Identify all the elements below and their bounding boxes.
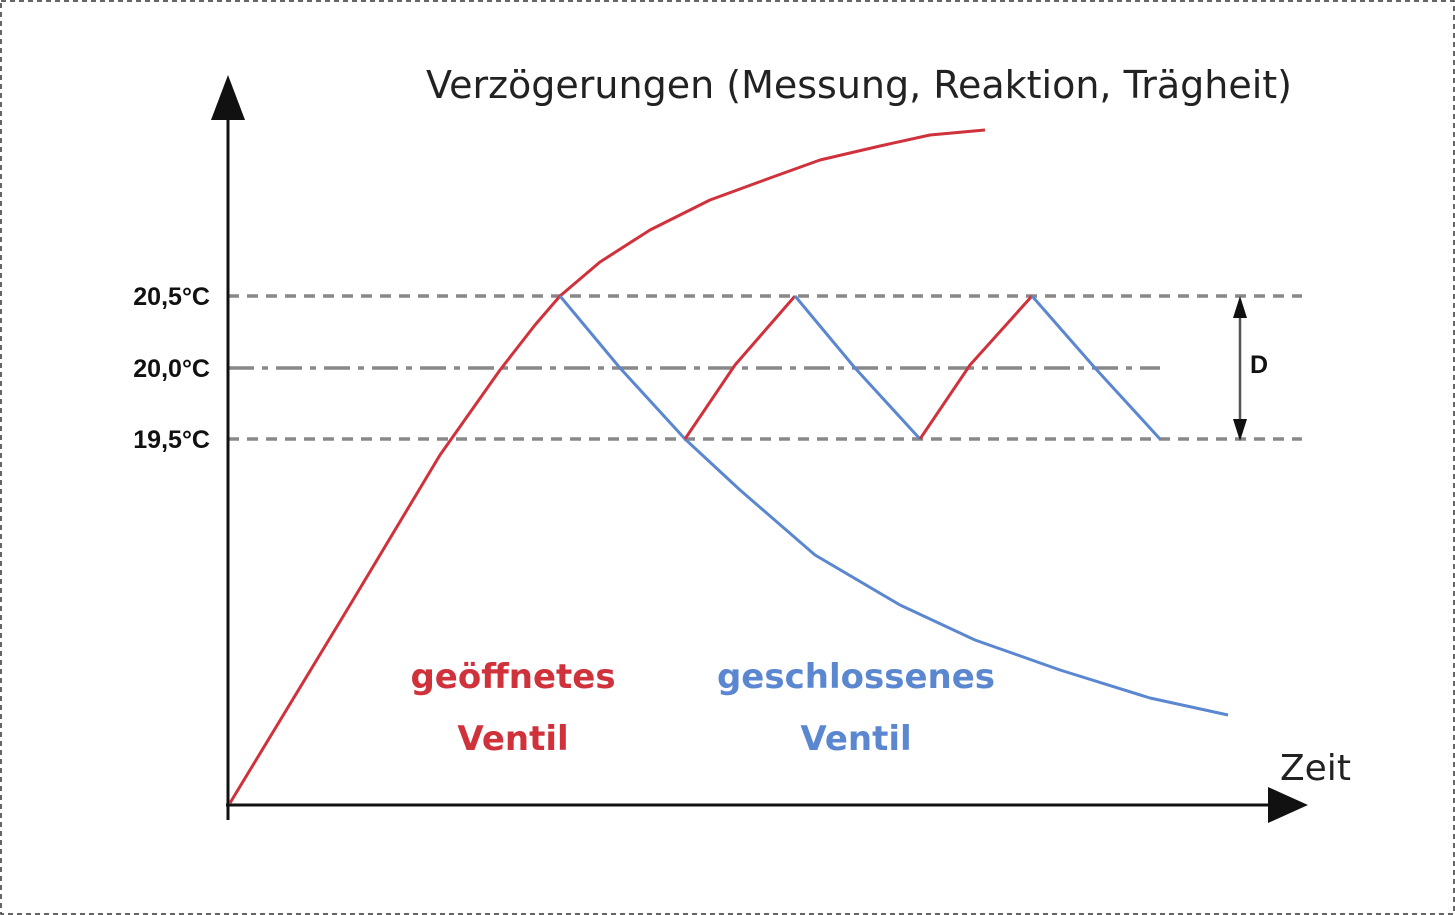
heating-segment: [918, 294, 1034, 440]
band-arrow-down: [1233, 419, 1247, 441]
legend-closed: geschlossenes: [717, 657, 995, 697]
cooling-curve: [558, 295, 1229, 717]
band-arrow-up: [1233, 296, 1247, 318]
y-label: 20,5°C: [133, 283, 210, 311]
legend-open: Ventil: [457, 719, 568, 759]
y-arrow: [211, 75, 245, 120]
legend-open: geöffnetes: [410, 657, 615, 697]
band-arrow: D: [1233, 296, 1268, 441]
y-label: 19,5°C: [133, 426, 210, 454]
legend-closed: Ventil: [800, 719, 911, 759]
heating-curve: [228, 128, 986, 804]
reference-lines: [228, 294, 1302, 441]
curves: [228, 128, 1229, 804]
cooling-segment: [1030, 295, 1162, 441]
x-arrow: [1268, 787, 1308, 823]
axes: [211, 75, 1308, 823]
x-label: Zeit: [1280, 748, 1351, 789]
cooling-segment: [793, 295, 922, 441]
band-label: D: [1250, 351, 1268, 379]
heating-segment: [683, 295, 797, 440]
title: Verzögerungen (Messung, Reaktion, Träghe…: [426, 63, 1292, 107]
y-label: 20,0°C: [133, 355, 210, 383]
